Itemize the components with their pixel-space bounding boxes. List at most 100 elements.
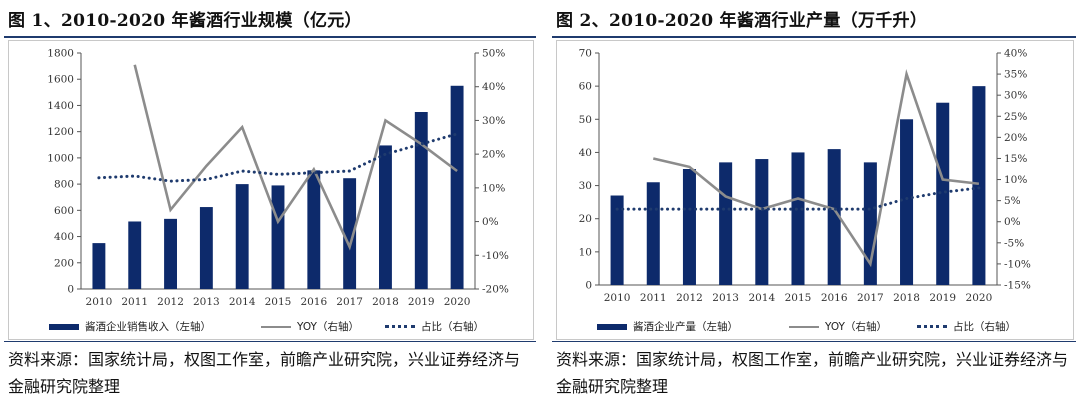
bar: [610, 195, 624, 285]
right-tick-label: 15%: [1004, 153, 1027, 165]
x-tick-label: 2018: [372, 296, 399, 308]
source-note: 资料来源：国家统计局，权图工作室，前瞻产业研究院，兴业证券经济与金融研究院整理: [8, 350, 521, 396]
x-tick-label: 2019: [408, 296, 435, 308]
legend-label: YOY（右轴）: [297, 321, 359, 333]
chart-area: 0 10 20 30 40 50 60 70 -15% -10% -5% 0% 5% 10% 15% 20% 2…: [556, 40, 1074, 340]
legend-item-share: 占比（右轴）: [385, 319, 484, 334]
share-series-line: [615, 186, 981, 211]
right-tick-label: 0%: [1004, 216, 1021, 228]
dot-swatch-icon: [917, 325, 947, 328]
yoy-series-line: [133, 64, 458, 251]
bar: [128, 221, 142, 289]
left-tick-label: 600: [54, 205, 74, 217]
bar: [414, 112, 428, 289]
x-tick-label: 2017: [857, 292, 884, 304]
right-tick-label: 25%: [1004, 111, 1027, 123]
line-swatch-icon: [261, 325, 291, 328]
line-swatch-icon: [789, 325, 819, 328]
x-tick-label: 2015: [785, 292, 812, 304]
left-tick-label: 70: [579, 48, 592, 60]
left-tick-label: 0: [585, 280, 592, 292]
chart-area: 0 200 400 600 800 1000 1200 1400 1600 1800 -20% -10…: [8, 40, 534, 340]
right-tick-label: 40%: [1004, 48, 1027, 60]
bar-swatch-icon: [597, 323, 627, 330]
source-rule: [552, 341, 1076, 342]
right-tick-label: -15%: [1004, 280, 1031, 292]
bar: [199, 207, 213, 289]
x-tick-label: 2020: [966, 292, 993, 304]
bar: [755, 159, 769, 285]
legend-label: YOY（右轴）: [825, 321, 887, 333]
bar: [827, 149, 841, 285]
right-tick-label: -10%: [1004, 258, 1031, 270]
legend-label: 酱酒企业销售收入（左轴）: [85, 321, 211, 333]
right-tick-label: 20%: [482, 149, 505, 161]
left-tick-label: 400: [54, 231, 74, 243]
right-tick-label: 20%: [1004, 132, 1027, 144]
right-tick-label: -20%: [482, 284, 509, 296]
x-tick-label: 2011: [640, 292, 667, 304]
x-tick-label: 2011: [121, 296, 148, 308]
share-series-line: [97, 132, 459, 183]
bar: [936, 102, 950, 285]
legend-item-output: 酱酒企业产量（左轴）: [597, 319, 738, 334]
legend-item-share: 占比（右轴）: [917, 319, 1016, 334]
figure-1: 图 1、2010-2020 年酱酒行业规模（亿元） 0 200 400 600 800 1…: [4, 11, 536, 396]
bar: [450, 85, 464, 290]
x-tick-label: 2013: [712, 292, 739, 304]
source-note: 资料来源：国家统计局，权图工作室，前瞻产业研究院，兴业证券经济与金融研究院整理: [556, 350, 1069, 396]
dot-swatch-icon: [385, 325, 415, 328]
bar: [379, 145, 392, 289]
bar: [307, 170, 321, 289]
title-rule: [4, 36, 536, 38]
title-rule: [552, 36, 1076, 38]
legend-item-yoy: YOY（右轴）: [789, 319, 887, 334]
figure-2: 图 2、2010-2020 年酱酒行业产量（万千升） 0 10 20 30 40 50 60…: [548, 0, 1080, 408]
left-tick-label: 800: [54, 179, 74, 191]
left-tick-label: 1600: [47, 74, 74, 86]
right-tick-label: -5%: [1004, 237, 1024, 249]
bar: [972, 86, 986, 285]
left-tick-label: 50: [579, 114, 592, 126]
legend-item-revenue: 酱酒企业销售收入（左轴）: [49, 319, 211, 334]
left-tick-label: 200: [54, 257, 74, 269]
right-tick-label: 10%: [1004, 174, 1027, 186]
legend: 酱酒企业销售收入（左轴） YOY（右轴） 占比（右轴）: [9, 319, 533, 337]
left-tick-label: 0: [67, 284, 74, 296]
bar: [164, 218, 177, 289]
right-tick-label: 5%: [1004, 195, 1021, 207]
x-tick-label: 2010: [604, 292, 631, 304]
bar: [646, 182, 660, 285]
left-tick-label: 20: [579, 213, 592, 225]
chart-svg: 0 10 20 30 40 50 60 70 -15% -10% -5% 0% 5% 10% 15% 20% 2…: [579, 48, 1031, 305]
x-tick-label: 2012: [157, 296, 184, 308]
x-tick-label: 2013: [193, 296, 220, 308]
left-tick-label: 60: [579, 81, 592, 93]
bar: [271, 185, 285, 289]
right-tick-label: -10%: [482, 250, 509, 262]
source-rule: [4, 341, 536, 342]
yoy-series-line: [652, 69, 980, 268]
x-tick-label: 2014: [229, 296, 256, 308]
legend-label: 占比（右轴）: [953, 321, 1016, 333]
bar: [900, 119, 914, 286]
left-tick-label: 30: [579, 180, 592, 192]
left-tick-label: 1400: [47, 100, 74, 112]
left-tick-label: 1800: [47, 48, 74, 60]
left-tick-label: 10: [579, 246, 592, 258]
right-tick-label: 0%: [482, 216, 499, 228]
x-tick-label: 2014: [748, 292, 775, 304]
right-tick-label: 30%: [1004, 90, 1027, 102]
x-tick-label: 2016: [300, 296, 327, 308]
left-tick-label: 40: [579, 147, 592, 159]
right-tick-label: 35%: [1004, 69, 1027, 81]
legend: 酱酒企业产量（左轴） YOY（右轴） 占比（右轴）: [557, 319, 1073, 337]
bar: [235, 184, 249, 289]
x-tick-label: 2020: [444, 296, 471, 308]
legend-label: 占比（右轴）: [421, 321, 484, 333]
figure-title: 图 2、2010-2020 年酱酒行业产量（万千升）: [556, 11, 928, 31]
legend-label: 酱酒企业产量（左轴）: [633, 321, 738, 333]
bar: [719, 162, 733, 285]
bar: [343, 178, 357, 289]
bar: [92, 243, 106, 289]
